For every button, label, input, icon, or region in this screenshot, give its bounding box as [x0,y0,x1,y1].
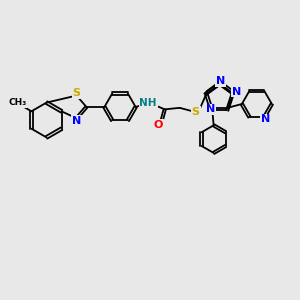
Text: NH: NH [140,98,157,108]
Text: N: N [216,76,225,86]
Text: O: O [154,120,163,130]
Text: CH₃: CH₃ [8,98,27,107]
Text: S: S [192,107,200,117]
Text: N: N [232,87,241,97]
Text: S: S [73,88,80,98]
Text: N: N [206,104,215,114]
Text: N: N [72,116,81,126]
Text: N: N [261,114,271,124]
